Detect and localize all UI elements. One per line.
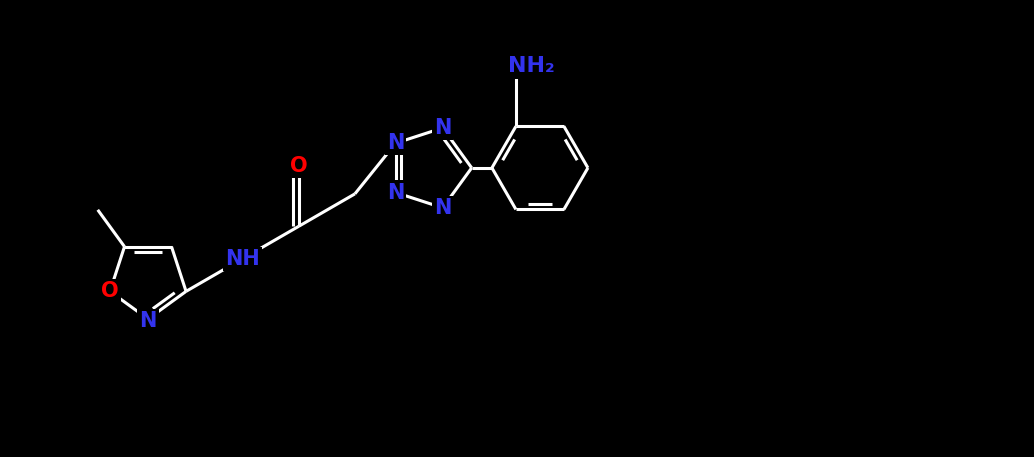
Text: N: N	[140, 311, 157, 331]
Text: N: N	[434, 198, 451, 218]
Text: N: N	[434, 118, 451, 138]
Text: O: O	[290, 156, 307, 176]
Text: O: O	[101, 282, 119, 301]
Text: N: N	[387, 182, 404, 202]
Text: NH₂: NH₂	[508, 56, 554, 76]
Text: NH: NH	[225, 249, 260, 269]
Text: N: N	[387, 133, 404, 153]
